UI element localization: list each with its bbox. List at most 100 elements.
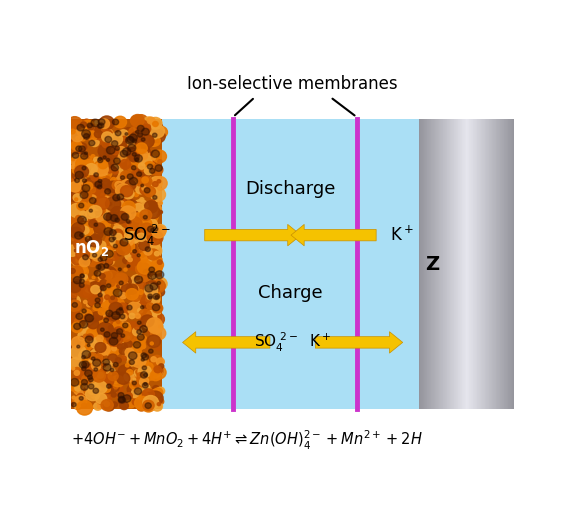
Bar [493,119,494,409]
Circle shape [76,130,86,139]
Circle shape [119,348,127,355]
Circle shape [144,369,156,380]
Circle shape [116,140,130,152]
Bar [485,119,486,409]
Bar [467,119,468,409]
Circle shape [77,176,86,184]
Circle shape [99,246,114,260]
Circle shape [84,160,94,168]
Circle shape [73,397,81,404]
Circle shape [94,358,104,368]
Circle shape [120,176,124,179]
Circle shape [113,379,118,383]
Bar [432,119,433,409]
Circle shape [71,130,83,142]
Bar [500,119,502,409]
Circle shape [121,284,134,295]
Circle shape [120,333,131,342]
Circle shape [127,221,131,224]
Circle shape [87,375,93,379]
Circle shape [112,371,121,379]
Circle shape [73,166,81,174]
Circle shape [91,174,99,181]
Text: Charge: Charge [258,284,323,302]
Circle shape [139,380,146,385]
Circle shape [138,153,154,167]
Circle shape [113,321,122,329]
Circle shape [158,325,162,328]
Circle shape [123,323,128,328]
Bar [510,119,511,409]
Circle shape [96,320,111,334]
Circle shape [73,345,78,349]
Circle shape [118,241,122,244]
Bar [419,119,420,409]
Circle shape [126,148,138,158]
Circle shape [114,225,122,233]
Circle shape [116,372,130,384]
Circle shape [75,165,89,178]
Circle shape [115,273,128,285]
Circle shape [110,303,123,316]
Circle shape [142,186,146,190]
Circle shape [127,258,141,270]
Circle shape [127,333,134,339]
Circle shape [98,246,113,259]
Circle shape [74,370,79,376]
Circle shape [122,211,131,220]
Circle shape [116,240,123,246]
Circle shape [95,162,110,175]
Circle shape [127,165,134,171]
Circle shape [147,303,154,309]
Circle shape [152,150,167,163]
Circle shape [142,245,148,251]
Circle shape [150,177,162,188]
Circle shape [100,221,110,230]
Circle shape [74,323,81,329]
Circle shape [88,245,91,247]
Circle shape [103,156,106,159]
Circle shape [150,279,165,293]
Circle shape [81,320,91,329]
Circle shape [126,393,132,399]
Circle shape [108,211,113,215]
Circle shape [154,388,163,396]
Circle shape [72,223,85,234]
Bar [472,119,473,409]
Text: $\mathregular{SO_4^{\ 2-}}$: $\mathregular{SO_4^{\ 2-}}$ [123,223,171,248]
Circle shape [83,334,88,338]
Bar [456,119,457,409]
Circle shape [82,367,86,371]
Circle shape [136,185,146,194]
Circle shape [148,320,163,334]
Circle shape [152,133,157,137]
Circle shape [95,343,106,353]
Bar [508,119,509,409]
Circle shape [96,212,112,227]
Circle shape [96,262,106,271]
Circle shape [115,273,126,282]
Circle shape [95,121,98,123]
Circle shape [126,220,130,223]
Circle shape [148,228,154,233]
Circle shape [82,356,88,362]
Circle shape [87,131,97,140]
Circle shape [106,168,109,171]
Bar [468,119,469,409]
Circle shape [147,231,163,245]
Circle shape [143,281,159,295]
Circle shape [156,358,164,366]
Circle shape [95,303,100,308]
Circle shape [142,256,156,269]
Circle shape [123,143,127,146]
Circle shape [148,135,156,142]
Circle shape [115,146,119,150]
Circle shape [69,300,81,312]
Circle shape [100,247,108,255]
Circle shape [132,327,142,336]
Circle shape [120,292,127,299]
Circle shape [71,322,83,333]
Circle shape [70,268,75,274]
Text: Discharge: Discharge [245,180,336,198]
Circle shape [94,286,108,299]
